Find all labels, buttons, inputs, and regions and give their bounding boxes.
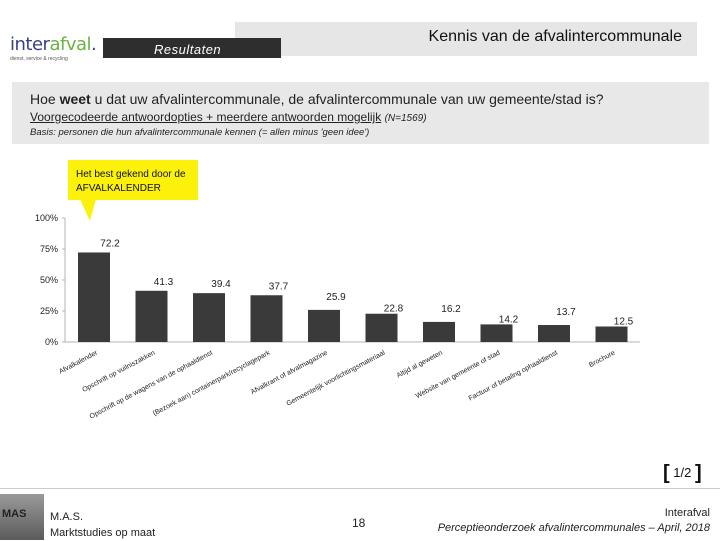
org-tagline: Marktstudies op maat <box>50 527 156 539</box>
bracket-open: [ <box>663 462 670 484</box>
bar <box>365 313 398 342</box>
category-label: Opschrift op de wagens van de ophaaldien… <box>89 350 214 421</box>
bar <box>423 321 455 342</box>
question-text-post: u dat uw afvalintercommunale, de afvalin… <box>90 91 604 107</box>
section-label: Resultaten <box>154 42 222 57</box>
category-label: Afvalkalender <box>58 349 99 375</box>
survey-question: Hoe weet u dat uw afvalintercommunale, d… <box>30 91 604 107</box>
page-title: Kennis van de afvalintercommunale <box>428 28 682 45</box>
footer-organisation: M.A.S. Marktstudies op maat <box>50 509 155 541</box>
page-indicator: [ 1/2 ] <box>663 462 702 485</box>
client-name: Interafval <box>664 507 710 519</box>
value-label: 22.8 <box>384 304 404 315</box>
section-banner <box>103 38 281 58</box>
logo-wordmark: interafval. <box>10 34 97 55</box>
value-labels: 72.2 41.3 39.4 37.7 25.9 22.8 16.2 14.2 13.7 12.5 <box>100 238 633 327</box>
logo-tagline: dienst, service & recycling <box>10 56 68 62</box>
bars <box>78 252 628 342</box>
value-label: 39.4 <box>211 279 231 290</box>
callout-text: Het best gekend door de AFVALKALENDER <box>76 169 186 194</box>
bar-chart: 0% 25% 50% 75% 100% 72.2 41.3 39.4 37.7 25.9 22.8… <box>35 213 640 421</box>
category-label: Brochure <box>588 350 616 370</box>
footer-client: Interafval Perceptieonderzoek afvalinterc… <box>438 506 710 536</box>
question-text-bold: weet <box>59 91 91 107</box>
bar <box>480 324 513 342</box>
y-tick-labels: 0% 25% 50% 75% 100% <box>35 213 58 347</box>
bar <box>78 252 110 342</box>
bar <box>250 295 283 342</box>
category-label: (Bezoek aan) containerpark/recyclagepark <box>152 349 272 417</box>
org-name: M.A.S. <box>50 511 84 523</box>
value-label: 13.7 <box>556 307 576 318</box>
value-label: 72.2 <box>100 238 120 249</box>
basis-note: Basis: personen die hun afvalintercommun… <box>30 127 370 138</box>
question-text-pre: Hoe <box>30 91 60 107</box>
value-label: 37.7 <box>269 281 289 292</box>
footer-photo: MAS <box>0 494 44 540</box>
category-label: Gemeentelijk voorlichtingsmateriaal <box>286 349 387 407</box>
category-label: Altijd al geweten <box>396 350 444 380</box>
y-tick-label: 25% <box>40 306 58 316</box>
logo-brand-suffix: . <box>91 34 97 55</box>
y-tick-label: 100% <box>35 213 58 223</box>
value-label: 14.2 <box>499 314 519 325</box>
y-tick-label: 50% <box>40 275 58 285</box>
value-label: 41.3 <box>154 277 174 288</box>
bar <box>135 290 168 342</box>
answer-type-text: Voorgecodeerde antwoordopties + meerdere… <box>30 110 382 124</box>
interafval-logo: interafval. dienst, service & recycling <box>10 34 97 66</box>
answer-type: Voorgecodeerde antwoordopties + meerdere… <box>30 110 427 124</box>
question-panel <box>12 82 709 144</box>
y-tick-label: 0% <box>45 337 58 347</box>
value-label: 25.9 <box>326 292 346 303</box>
callout-box <box>68 160 198 200</box>
header-title-panel <box>235 22 697 56</box>
y-tick-label: 75% <box>40 244 58 254</box>
callout-pointer <box>80 199 96 221</box>
bar <box>193 293 225 342</box>
page-number: 18 <box>352 516 366 530</box>
value-label: 12.5 <box>614 317 634 328</box>
footer-divider <box>0 488 720 489</box>
bar <box>308 309 340 342</box>
footer-photo-text: MAS <box>2 508 27 520</box>
study-title: Perceptieonderzoek afvalintercommunales … <box>437 522 710 534</box>
page-indicator-value: 1/2 <box>673 465 692 480</box>
bar <box>595 326 628 342</box>
bar <box>538 325 570 342</box>
bracket-close: ] <box>695 462 702 484</box>
logo-brand-accent: afval <box>49 34 92 55</box>
value-label: 16.2 <box>441 304 461 315</box>
logo-brand-main: inter <box>10 34 50 55</box>
sample-size: (N=1569) <box>384 113 427 124</box>
